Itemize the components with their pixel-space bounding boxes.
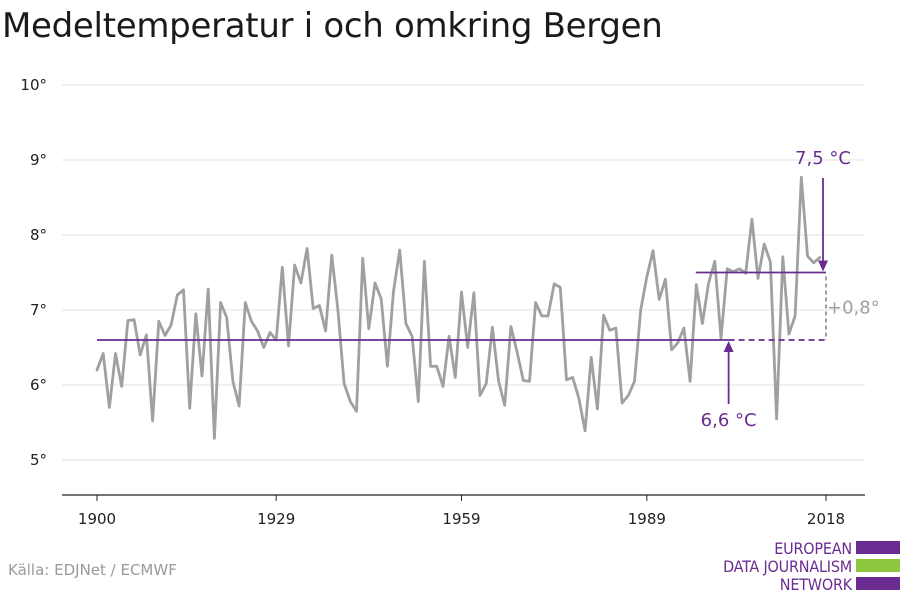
y-tick-label: 9° <box>30 151 47 169</box>
logo-line-3: NETWORK <box>779 575 852 594</box>
y-tick-label: 10° <box>20 76 47 94</box>
y-axis: 5° 6° 7° 8° 9° 10° <box>20 76 47 469</box>
x-tick-label: 1900 <box>78 510 116 528</box>
x-tick-label: 1989 <box>628 510 666 528</box>
y-tick-label: 8° <box>30 226 47 244</box>
temperature-series-line <box>95 175 822 440</box>
baseline-arrow-head <box>723 341 734 352</box>
logo-bar-3 <box>856 577 900 590</box>
y-tick-label: 5° <box>30 451 47 469</box>
edjnet-logo[interactable]: EUROPEAN DATA JOURNALISM NETWORK <box>700 538 900 596</box>
source-note: Källa: EDJNet / ECMWF <box>8 561 177 579</box>
x-axis: 1900 1929 1959 1989 2018 <box>62 494 865 528</box>
x-tick-label: 2018 <box>807 510 845 528</box>
y-tick-label: 7° <box>30 301 47 319</box>
x-tick-label: 1929 <box>257 510 295 528</box>
x-tick-label: 1959 <box>442 510 480 528</box>
annotations: +0,8° 7,5 °C 6,6 °C <box>97 148 880 431</box>
temperature-chart: 5° 6° 7° 8° 9° 10° 1900 1929 1959 1989 2018 +0,8°… <box>20 76 880 528</box>
logo-line-1: EUROPEAN <box>774 539 852 558</box>
recent-mean-arrow-head <box>818 260 828 272</box>
difference-label: +0,8° <box>827 297 880 318</box>
series-layer <box>95 175 822 440</box>
logo-line-2: DATA JOURNALISM <box>723 557 852 576</box>
chart-title: Medeltemperatur i och omkring Bergen <box>2 6 663 46</box>
y-tick-label: 6° <box>30 376 47 394</box>
baseline-label: 6,6 °C <box>701 410 757 431</box>
recent-mean-label: 7,5 °C <box>795 148 851 169</box>
logo-bar-2 <box>856 559 900 572</box>
logo-bar-1 <box>856 541 900 554</box>
